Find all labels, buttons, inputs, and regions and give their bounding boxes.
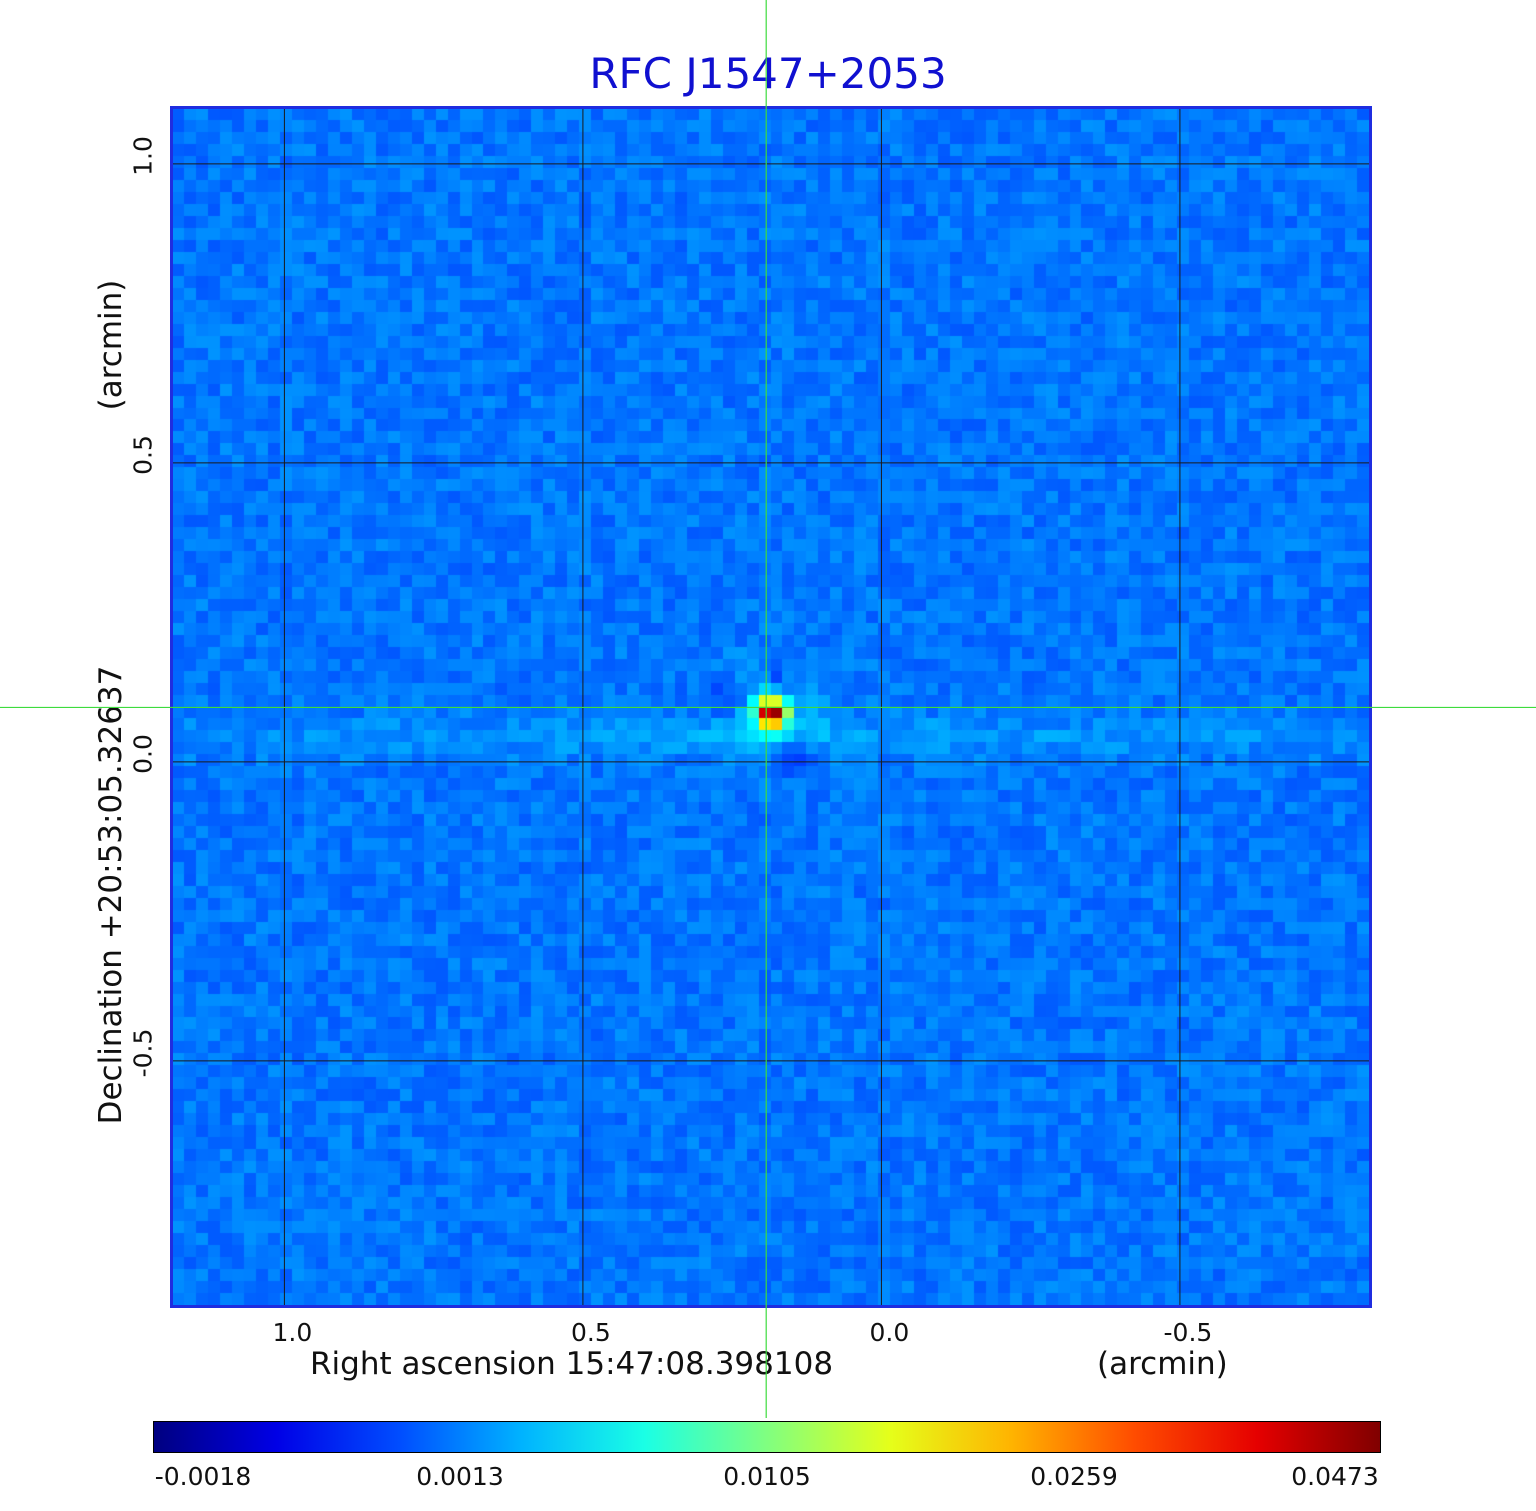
y-tick-label: -0.5 (128, 1028, 158, 1078)
colorbar-label: -0.0018 (154, 1462, 252, 1491)
plot-title: RFC J1547+2053 (589, 49, 947, 98)
colorbar-label: 0.0013 (416, 1462, 504, 1491)
colorbar-label: 0.0473 (1291, 1462, 1379, 1491)
x-axis-label: Right ascension 15:47:08.398108 (310, 1346, 834, 1382)
y-tick-label: 0.0 (128, 733, 158, 774)
x-axis-unit: (arcmin) (1097, 1346, 1228, 1382)
image-plot-area[interactable] (170, 106, 1372, 1308)
x-tick-label: 0.0 (869, 1318, 910, 1347)
y-axis-unit: (arcmin) (93, 279, 129, 411)
x-tick-label: 1.0 (272, 1318, 313, 1347)
colorbar-label: 0.0259 (1030, 1462, 1118, 1491)
colorbar-label: 0.0105 (723, 1462, 811, 1491)
x-tick-label: -0.5 (1163, 1318, 1213, 1347)
colorbar (153, 1421, 1381, 1453)
x-tick-label: 0.5 (571, 1318, 611, 1347)
y-axis-label: Declination +20:53:05.32637 (93, 665, 129, 1125)
coordinate-grid (173, 109, 1369, 1305)
y-tick-label: 1.0 (128, 135, 158, 176)
y-tick-label: 0.5 (128, 434, 158, 475)
